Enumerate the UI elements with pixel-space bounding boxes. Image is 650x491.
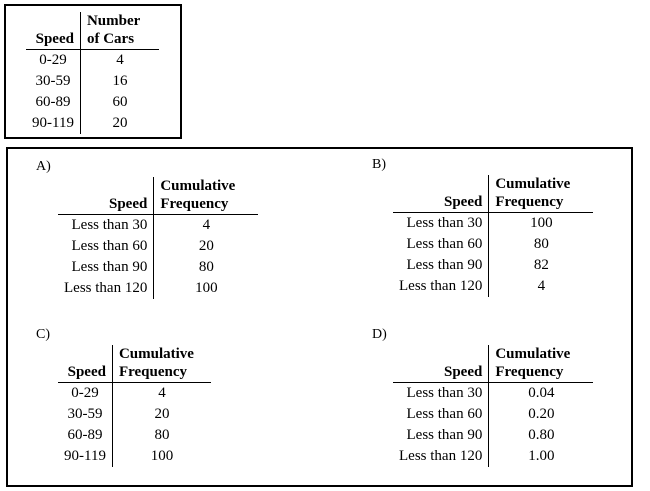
given-frequency-table: Speed Number of Cars 0-29 4 30-59 16 60-…	[26, 12, 159, 134]
option-a-speed-cell: Less than 120	[58, 278, 155, 299]
option-d-label[interactable]: D)	[372, 327, 387, 342]
option-b-value-cell: 100	[530, 215, 553, 231]
option-b-header-cumulative: Cumulative Frequency	[488, 175, 594, 213]
option-b-speed-cell: Less than 30	[393, 212, 490, 234]
table-row: 60-89 80	[58, 425, 211, 446]
option-a-value-cell: 100	[195, 280, 218, 296]
table-row: Less than 30 0.04	[393, 382, 593, 404]
option-c-label[interactable]: C)	[36, 327, 50, 342]
given-speed-cell: 30-59	[26, 71, 81, 92]
option-d-table: Speed Cumulative Frequency Less than 30 0…	[393, 345, 594, 467]
option-a-value-cell: 20	[198, 238, 214, 254]
option-b-table: Speed Cumulative Frequency Less than 30 1…	[393, 175, 594, 297]
option-a-header-cumulative: Cumulative Frequency	[153, 177, 259, 215]
given-count-cell: 16	[112, 73, 128, 89]
given-count-cell: 4	[116, 52, 124, 68]
table-row: Less than 90 0.80	[393, 425, 593, 446]
table-row: Less than 30 4	[58, 214, 258, 236]
option-c-value-cell: 100	[150, 448, 174, 464]
option-d-header-speed: Speed	[393, 345, 490, 383]
option-c-header-speed: Speed	[58, 345, 113, 383]
option-b-value-cell: 80	[533, 236, 549, 252]
option-a-value-cell: 80	[198, 259, 214, 275]
table-row: 30-59 16	[26, 71, 159, 92]
option-d-header-cumulative: Cumulative Frequency	[488, 345, 594, 383]
option-b-header-speed: Speed	[393, 175, 490, 213]
table-row: Less than 60 80	[393, 234, 593, 255]
option-d-value-cell: 1.00	[528, 448, 555, 464]
table-row: 90-119 20	[26, 113, 159, 134]
option-b-value-cell: 4	[537, 278, 546, 294]
option-b-speed-cell: Less than 90	[393, 255, 490, 276]
given-count-cell: 20	[112, 115, 128, 131]
table-row: Less than 120 100	[58, 278, 258, 299]
option-b-speed-cell: Less than 60	[393, 234, 490, 255]
answer-options-box: A) Speed Cumulative Frequency Less than …	[6, 147, 633, 487]
given-count-cell: 60	[112, 94, 128, 110]
option-c-header-cumulative: Cumulative Frequency	[112, 345, 211, 383]
option-c-value-cell: 80	[154, 427, 170, 443]
option-a-table: Speed Cumulative Frequency Less than 30 4…	[58, 177, 259, 299]
given-speed-cell: 60-89	[26, 92, 81, 113]
table-row: Less than 120 4	[393, 276, 593, 297]
option-c-value-cell: 20	[154, 406, 170, 422]
table-row: Less than 90 80	[58, 257, 258, 278]
given-speed-cell: 90-119	[26, 113, 81, 134]
option-a-speed-cell: Less than 30	[58, 214, 155, 236]
table-row: Less than 120 1.00	[393, 446, 593, 467]
option-d-speed-cell: Less than 60	[393, 404, 490, 425]
option-c-value-cell: 4	[158, 385, 166, 401]
option-c-speed-cell: 0-29	[58, 382, 113, 404]
option-c-table: Speed Cumulative Frequency 0-29 4 30-59 20…	[58, 345, 211, 467]
option-d-speed-cell: Less than 120	[393, 446, 490, 467]
given-header-count: Number of Cars	[80, 12, 159, 50]
option-c-speed-cell: 30-59	[58, 404, 113, 425]
option-b-label[interactable]: B)	[372, 157, 386, 172]
table-row: Less than 60 0.20	[393, 404, 593, 425]
given-table-box: Speed Number of Cars 0-29 4 30-59 16 60-…	[4, 4, 182, 139]
table-row: 30-59 20	[58, 404, 211, 425]
given-header-speed: Speed	[26, 12, 81, 50]
option-d-speed-cell: Less than 90	[393, 425, 490, 446]
option-a-header-speed: Speed	[58, 177, 155, 215]
option-a-speed-cell: Less than 60	[58, 236, 155, 257]
table-row: 0-29 4	[58, 382, 211, 404]
table-row: 90-119 100	[58, 446, 211, 467]
option-d-value-cell: 0.80	[528, 427, 555, 443]
option-a-value-cell: 4	[202, 217, 211, 233]
table-row: Less than 30 100	[393, 212, 593, 234]
option-d-value-cell: 0.20	[528, 406, 555, 422]
option-b-value-cell: 82	[533, 257, 549, 273]
given-speed-cell: 0-29	[26, 49, 81, 71]
table-row: 60-89 60	[26, 92, 159, 113]
option-d-value-cell: 0.04	[528, 385, 555, 401]
option-c-speed-cell: 60-89	[58, 425, 113, 446]
option-b-speed-cell: Less than 120	[393, 276, 490, 297]
option-a-speed-cell: Less than 90	[58, 257, 155, 278]
option-c-speed-cell: 90-119	[58, 446, 113, 467]
option-d-speed-cell: Less than 30	[393, 382, 490, 404]
table-row: Less than 60 20	[58, 236, 258, 257]
option-a-label[interactable]: A)	[36, 159, 51, 174]
table-row: 0-29 4	[26, 49, 159, 71]
table-row: Less than 90 82	[393, 255, 593, 276]
